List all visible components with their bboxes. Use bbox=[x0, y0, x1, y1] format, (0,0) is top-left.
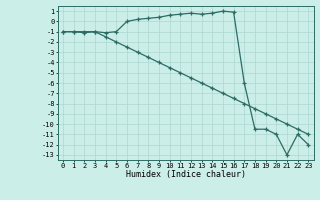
X-axis label: Humidex (Indice chaleur): Humidex (Indice chaleur) bbox=[125, 170, 246, 179]
